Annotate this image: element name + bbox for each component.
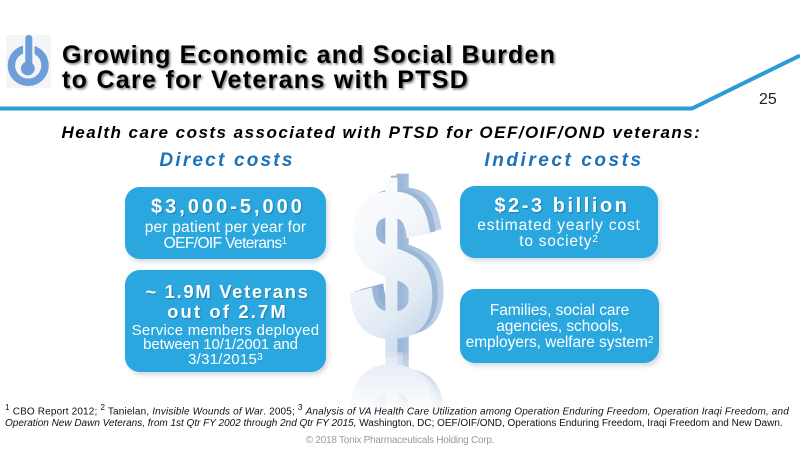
svg-text:$: $ — [350, 320, 433, 449]
svg-text:$: $ — [361, 324, 444, 449]
svg-text:$: $ — [355, 322, 438, 449]
